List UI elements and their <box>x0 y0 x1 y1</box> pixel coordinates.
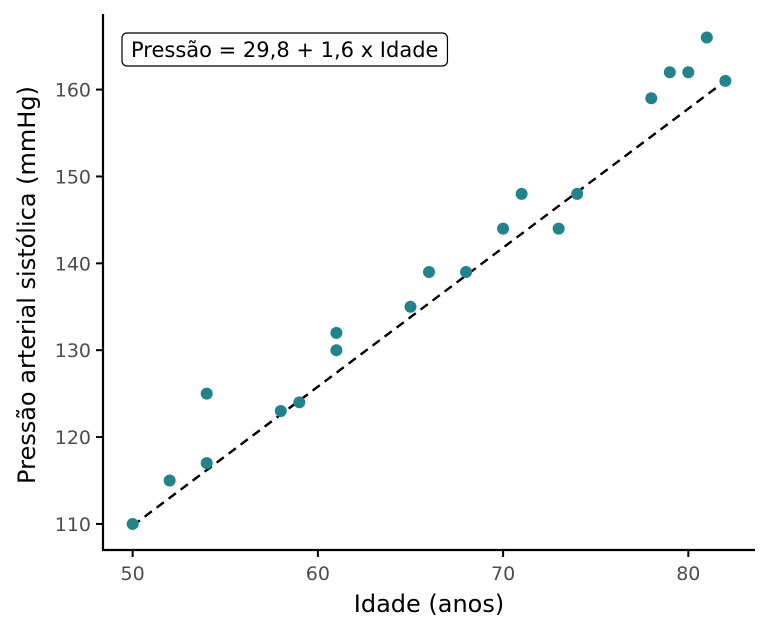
y-tick-label: 110 <box>55 514 91 536</box>
x-tick-label: 60 <box>306 563 330 585</box>
data-point <box>200 457 213 470</box>
y-tick-label: 150 <box>55 166 91 188</box>
annotation-text: Pressão = 29,8 + 1,6 x Idade <box>131 38 438 62</box>
data-point <box>274 405 287 418</box>
data-point <box>663 66 676 79</box>
data-point <box>200 387 213 400</box>
y-tick-label: 140 <box>55 253 91 275</box>
regression-layer <box>131 79 727 527</box>
data-point <box>497 222 510 235</box>
x-axis-title: Idade (anos) <box>354 590 504 618</box>
ticks: 50 60 70 80 110 120 130 140 150 160 <box>55 80 701 585</box>
data-point <box>571 187 584 200</box>
data-point <box>719 74 732 87</box>
data-point <box>293 396 306 409</box>
y-axis-title: Pressão arterial sistólica (mmHg) <box>13 86 41 484</box>
data-point <box>460 266 473 279</box>
annotation: Pressão = 29,8 + 1,6 x Idade <box>121 32 449 67</box>
y-tick-label: 120 <box>55 427 91 449</box>
data-point <box>423 266 435 279</box>
x-tick-label: 50 <box>121 563 145 585</box>
data-point <box>163 474 176 487</box>
y-tick-label: 130 <box>55 340 91 362</box>
data-point <box>404 300 417 313</box>
data-point <box>700 31 713 44</box>
data-point <box>330 344 343 357</box>
y-tick-label: 160 <box>55 80 91 102</box>
data-point <box>645 92 658 105</box>
data-point <box>552 222 565 235</box>
axes <box>101 14 755 552</box>
data-point <box>126 517 139 530</box>
points-layer <box>126 31 732 530</box>
x-tick-label: 70 <box>491 563 515 585</box>
x-tick-label: 80 <box>676 563 700 585</box>
data-point <box>515 187 528 200</box>
annotation-box <box>121 32 449 67</box>
regression-line <box>131 79 727 527</box>
data-point <box>682 66 695 79</box>
data-point <box>330 326 343 339</box>
